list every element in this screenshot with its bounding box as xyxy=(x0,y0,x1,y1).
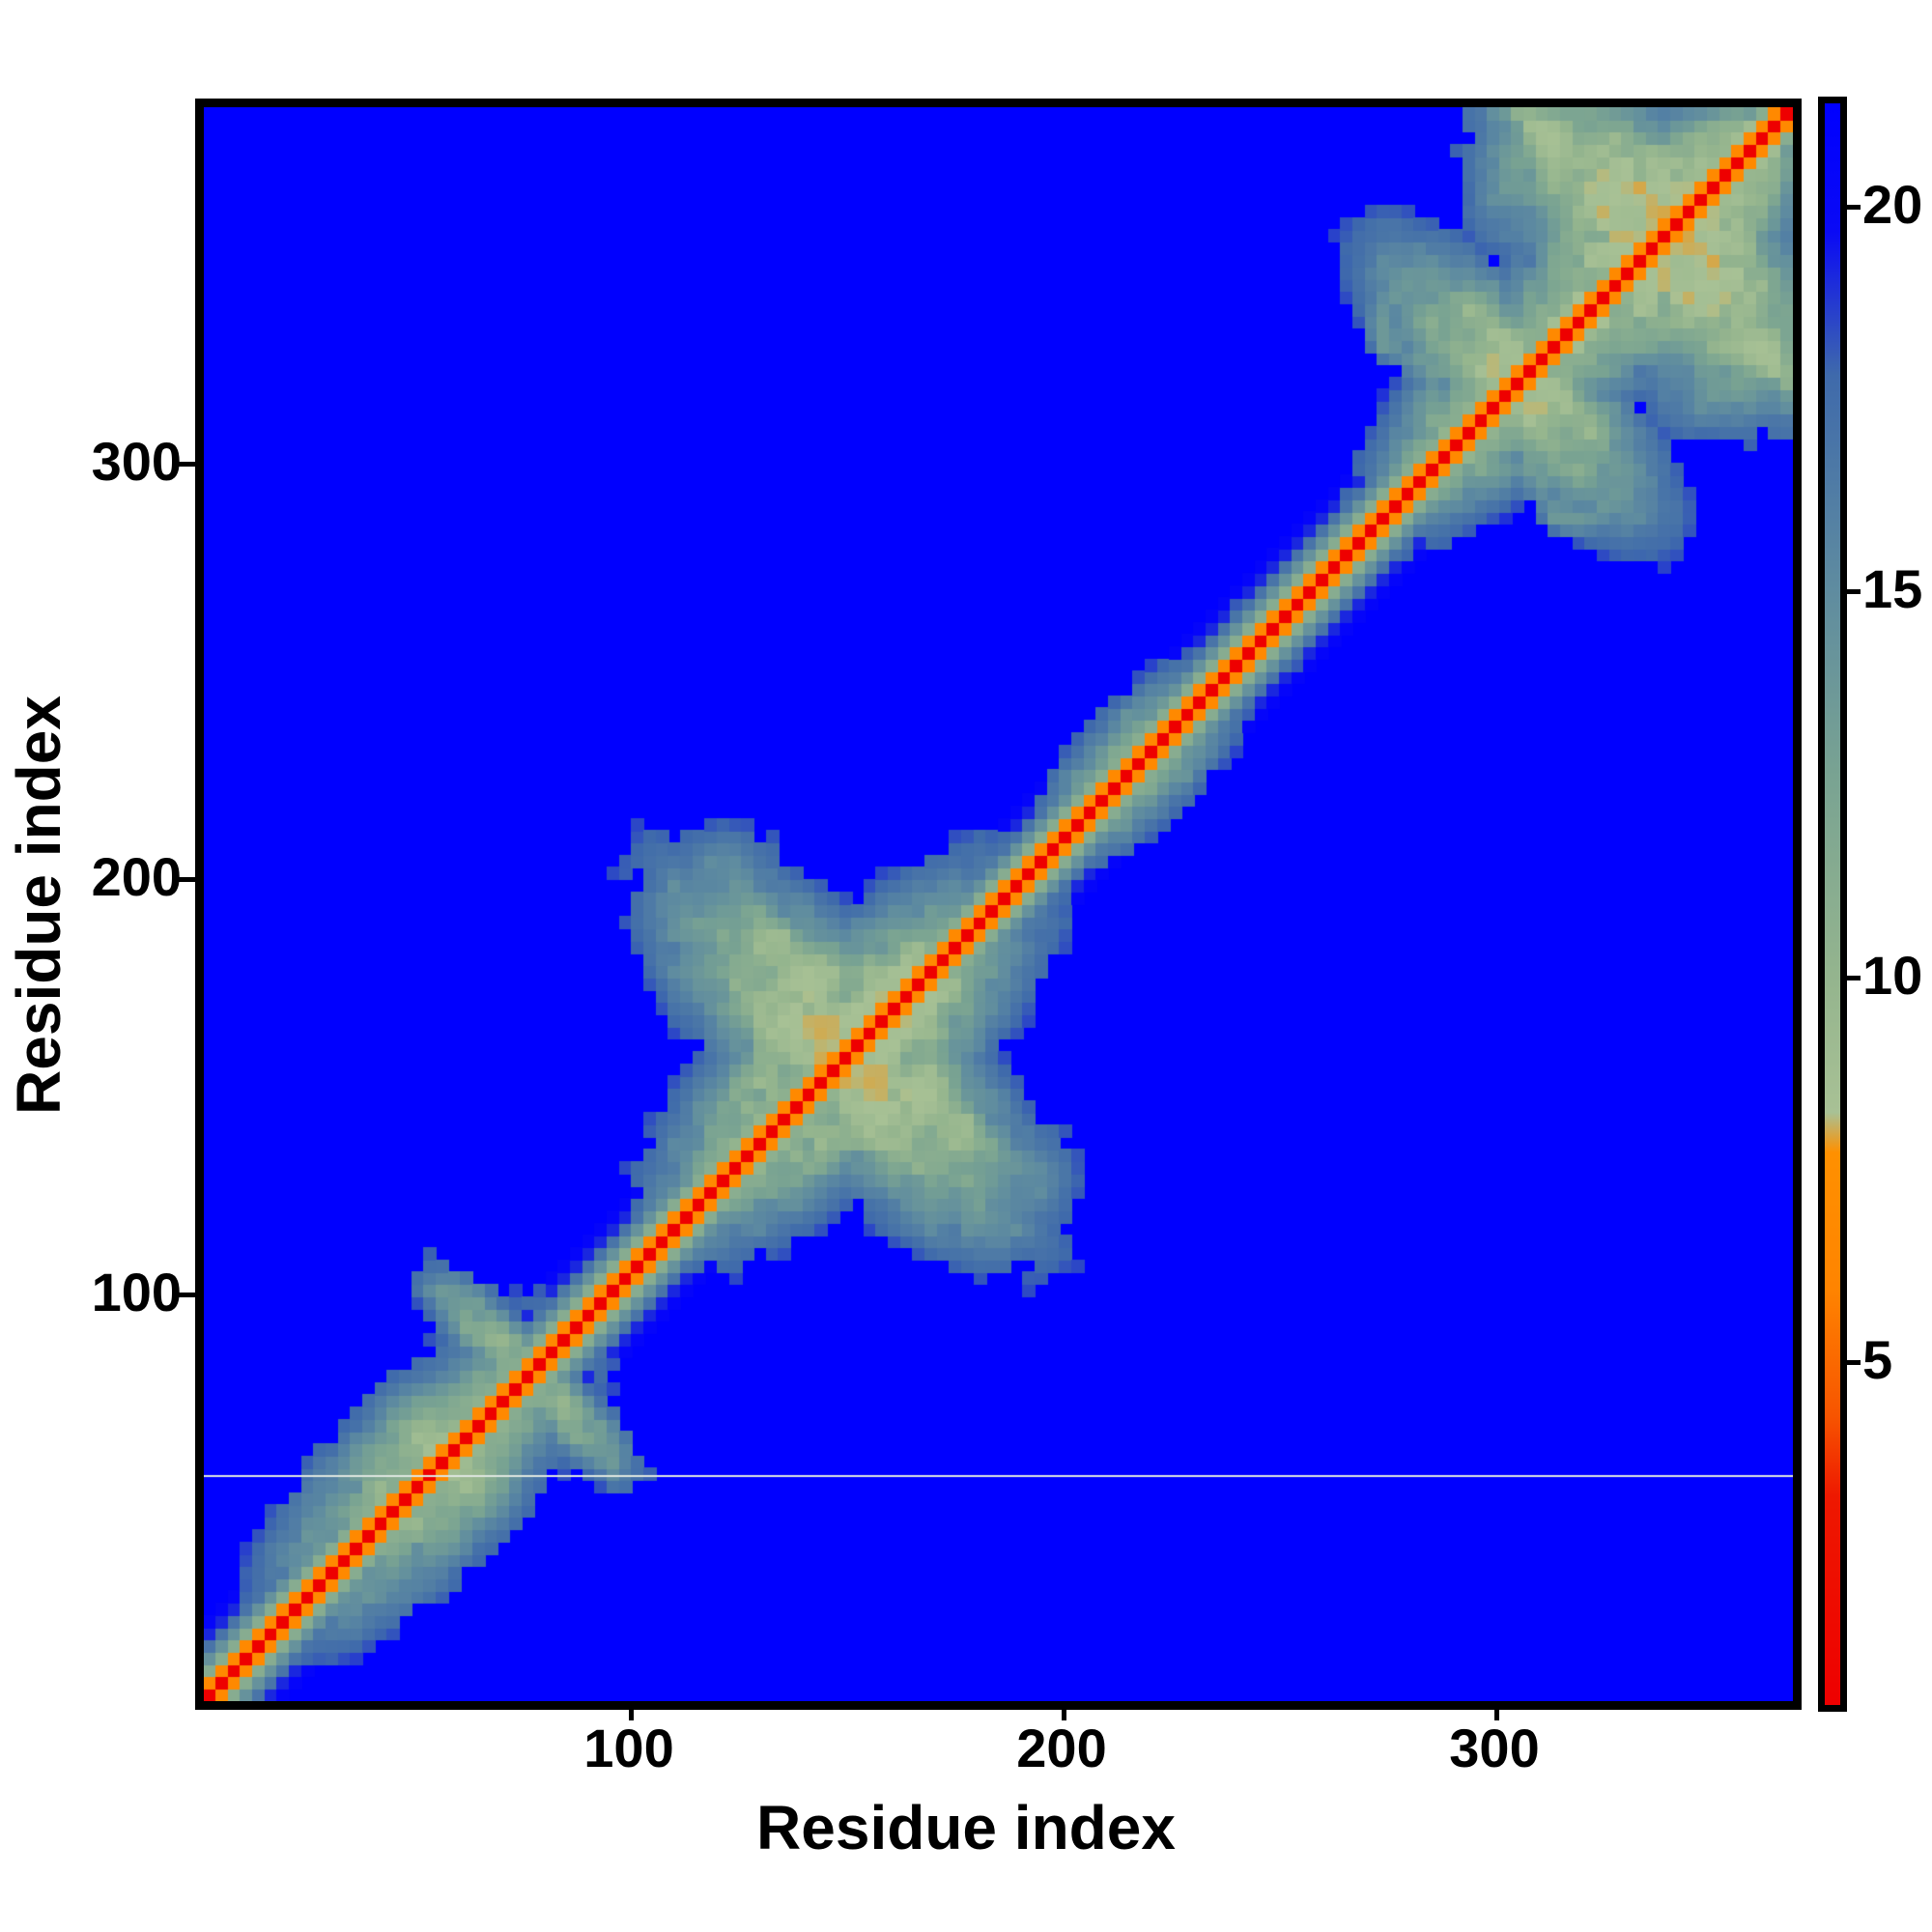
colorbar xyxy=(1818,97,1847,1712)
y-tick-label-200: 200 xyxy=(91,846,182,907)
colorbar-tick-15 xyxy=(1847,589,1861,594)
x-tick-label-200: 200 xyxy=(1016,1718,1107,1778)
colorbar-gradient xyxy=(1825,103,1840,1705)
y-tick-300 xyxy=(177,462,196,467)
heatmap-plot-area xyxy=(195,99,1802,1710)
x-tick-label-300: 300 xyxy=(1449,1718,1540,1778)
x-tick-label-100: 100 xyxy=(583,1718,674,1778)
colorbar-tick-5 xyxy=(1847,1360,1861,1365)
colorbar-label-20: 20 xyxy=(1862,174,1923,235)
colorbar-tick-20 xyxy=(1847,205,1861,210)
colorbar-tick-10 xyxy=(1847,976,1861,980)
x-tick-100 xyxy=(629,1701,634,1720)
y-tick-200 xyxy=(177,877,196,882)
contact-map-canvas xyxy=(204,107,1793,1701)
x-tick-200 xyxy=(1062,1701,1066,1720)
colorbar-label-5: 5 xyxy=(1862,1329,1893,1390)
y-axis-label: Residue index xyxy=(4,696,73,1115)
colorbar-border xyxy=(1818,97,1847,1712)
y-tick-label-100: 100 xyxy=(91,1262,182,1322)
y-tick-label-300: 300 xyxy=(91,431,182,492)
x-axis-label: Residue index xyxy=(756,1793,1176,1862)
x-tick-300 xyxy=(1494,1701,1499,1720)
colorbar-label-15: 15 xyxy=(1862,558,1923,619)
y-tick-100 xyxy=(177,1293,196,1297)
colorbar-label-10: 10 xyxy=(1862,945,1923,1006)
